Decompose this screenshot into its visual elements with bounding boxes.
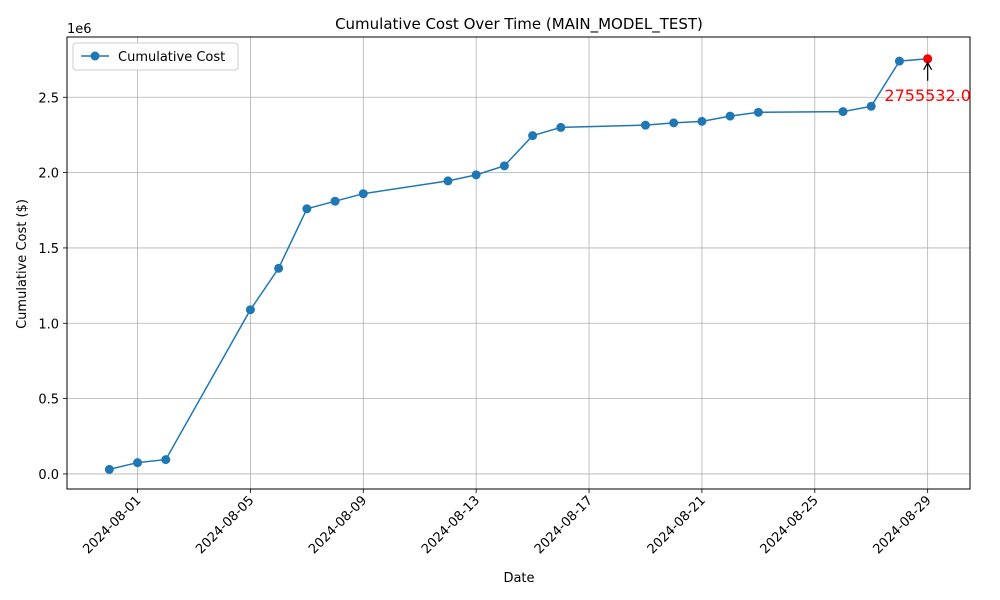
data-point (443, 176, 453, 186)
annotation-arrow-head (923, 61, 933, 71)
data-point (556, 122, 566, 132)
annotation-group: 2755532.0 (884, 54, 971, 105)
data-point (104, 464, 114, 474)
y-tick-label: 1.5 (38, 242, 59, 257)
legend-box (72, 42, 239, 71)
y-tick-label: 0.5 (38, 393, 59, 408)
y-tick-label: 0.0 (38, 468, 59, 483)
legend: Cumulative Cost (72, 42, 239, 71)
highlighted-point (923, 54, 933, 64)
chart-title: Cumulative Cost Over Time (MAIN_MODEL_TE… (335, 15, 703, 34)
legend-label: Cumulative Cost (118, 50, 225, 65)
annotation-label: 2755532.0 (884, 86, 971, 105)
data-point (133, 458, 143, 468)
legend-marker-swatch (90, 51, 100, 61)
data-point (330, 196, 340, 206)
data-point (866, 101, 876, 111)
data-point (161, 455, 171, 465)
data-point (697, 116, 707, 126)
y-tick-label: 2.0 (38, 167, 59, 182)
data-point (894, 56, 904, 66)
data-point (274, 263, 284, 273)
data-point (358, 189, 368, 199)
data-point (528, 131, 538, 141)
data-point (640, 120, 650, 130)
data-point (669, 118, 679, 128)
series-group (104, 54, 933, 474)
data-point (753, 107, 763, 117)
data-point (725, 111, 735, 121)
x-axis-label: Date (503, 571, 534, 586)
y-axis-label: Cumulative Cost ($) (15, 199, 30, 329)
data-point (245, 305, 255, 315)
y-axis-ticks: 0.0 0.5 1.0 1.5 2.0 2.5 (38, 91, 67, 483)
data-point (302, 204, 312, 214)
data-point (838, 107, 848, 117)
data-point (471, 170, 481, 180)
y-tick-label: 1.0 (38, 317, 59, 332)
y-tick-label: 2.5 (38, 91, 59, 106)
series-line (109, 58, 928, 471)
y-axis-offset-label: 1e6 (67, 22, 92, 37)
grid-lines (67, 37, 970, 489)
axes-frame (66, 36, 971, 490)
data-point (499, 161, 509, 171)
